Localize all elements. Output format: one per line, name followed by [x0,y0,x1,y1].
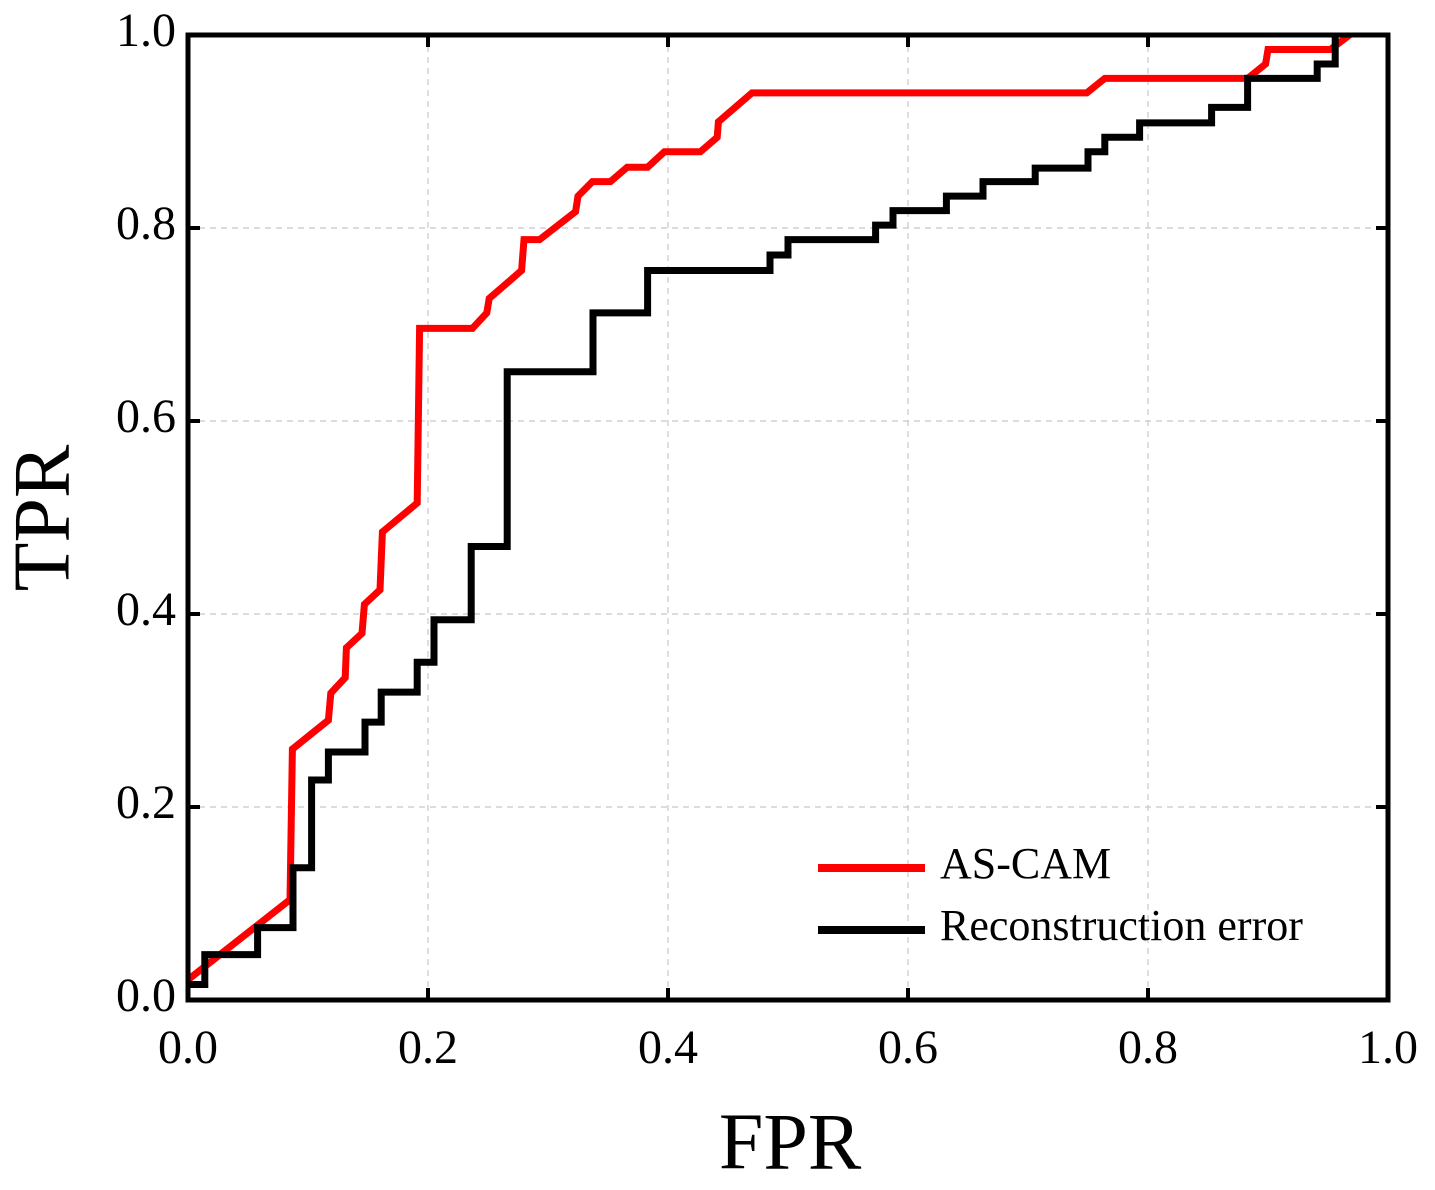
legend-label: AS-CAM [940,839,1111,888]
y-tick-label: 0.0 [116,969,176,1022]
x-tick-label: 1.0 [1358,1021,1418,1074]
plot-frame [185,32,1391,1003]
roc-line [185,32,1352,983]
y-tick-label: 0.6 [116,390,176,443]
y-axis-title: TPR [0,444,86,591]
y-tick-label: 0.2 [116,776,176,829]
roc-line [188,35,1339,989]
x-axis-title: FPR [719,1098,862,1186]
x-tick-label: 0.0 [158,1021,218,1074]
y-tick-label: 0.4 [116,583,176,636]
x-tick-label: 0.8 [1118,1021,1178,1074]
x-tick-label: 0.4 [638,1021,698,1074]
x-tick-label: 0.6 [878,1021,938,1074]
legend-label: Reconstruction error [940,901,1303,950]
y-tick-label: 1.0 [116,4,176,57]
y-tick-label: 0.8 [116,197,176,250]
x-tick-label: 0.2 [398,1021,458,1074]
